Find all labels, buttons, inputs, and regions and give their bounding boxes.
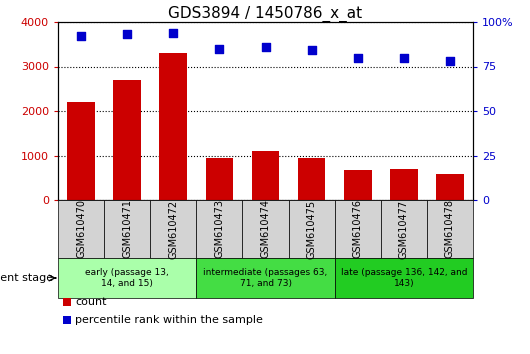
Bar — [206, 158, 233, 200]
Text: late (passage 136, 142, and
143): late (passage 136, 142, and 143) — [341, 268, 467, 288]
Bar — [344, 170, 372, 200]
Text: GSM610472: GSM610472 — [169, 199, 178, 258]
Text: early (passage 13,
14, and 15): early (passage 13, 14, and 15) — [85, 268, 169, 288]
Point — [307, 48, 316, 53]
Text: GSM610473: GSM610473 — [215, 200, 224, 258]
Bar — [298, 158, 325, 200]
Bar — [436, 174, 464, 200]
Point — [446, 58, 454, 64]
Bar — [113, 80, 141, 200]
Bar — [252, 151, 279, 200]
Point — [123, 32, 131, 37]
Text: GSM610476: GSM610476 — [353, 200, 363, 258]
Text: count: count — [75, 297, 107, 307]
Text: GSM610477: GSM610477 — [399, 199, 409, 258]
Point — [215, 46, 224, 52]
Bar — [67, 102, 95, 200]
Text: percentile rank within the sample: percentile rank within the sample — [75, 315, 263, 325]
Title: GDS3894 / 1450786_x_at: GDS3894 / 1450786_x_at — [169, 6, 363, 22]
Point — [400, 55, 408, 61]
Bar — [390, 169, 418, 200]
Text: intermediate (passages 63,
71, and 73): intermediate (passages 63, 71, and 73) — [204, 268, 328, 288]
Text: GSM610471: GSM610471 — [122, 200, 132, 258]
Point — [261, 44, 270, 50]
Text: GSM610470: GSM610470 — [76, 200, 86, 258]
Text: GSM610478: GSM610478 — [445, 200, 455, 258]
Bar — [160, 53, 187, 200]
Text: GSM610474: GSM610474 — [261, 200, 270, 258]
Point — [169, 30, 178, 35]
Point — [77, 33, 85, 39]
Text: GSM610475: GSM610475 — [307, 199, 316, 258]
Text: development stage: development stage — [0, 273, 52, 283]
Point — [354, 55, 362, 61]
